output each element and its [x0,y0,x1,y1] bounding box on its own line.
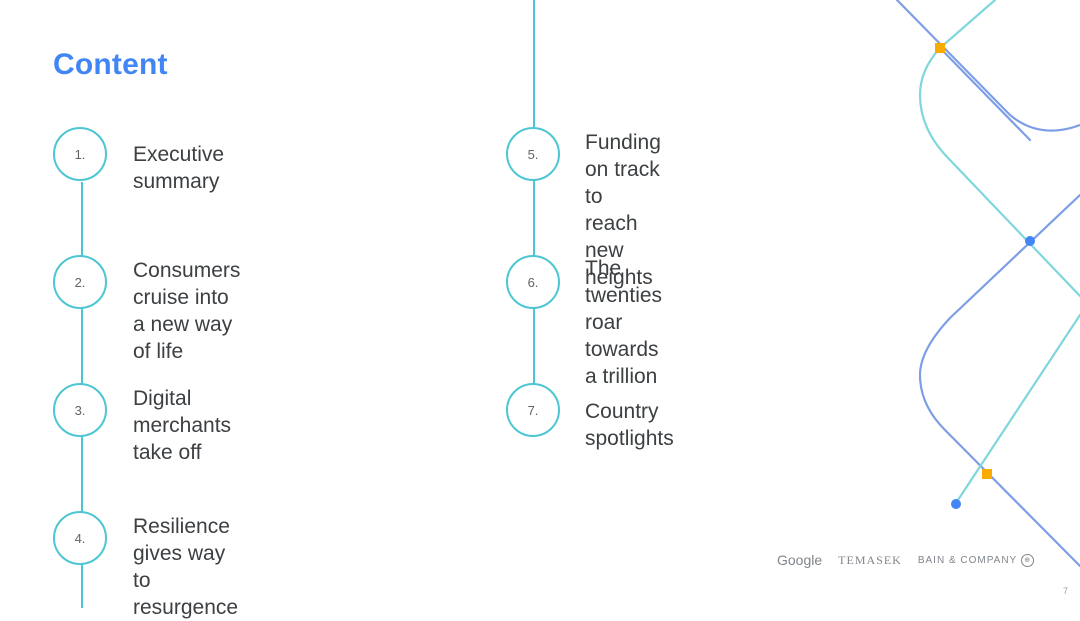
partner-logos: Google TEMASEK BAIN & COMPANY ⊕ [777,550,1035,570]
decorative-network-graphic [895,0,1080,568]
agenda-number-badge: 5. [506,127,560,181]
deco-line-blue-top [895,0,1080,132]
agenda-number-badge: 1. [53,127,107,181]
bain-logo: BAIN & COMPANY ⊕ [917,553,1035,567]
page-number: 7 [1062,586,1068,596]
google-logo: Google [777,552,823,568]
agenda-item-label: Executive summary [133,143,225,193]
agenda-number-badge: 4. [53,511,107,565]
deco-node-orange-top [935,43,945,53]
agenda-number-badge: 7. [506,383,560,437]
agenda-item-label: Digital merchants take off [133,387,232,464]
agenda-item-label: Resilience gives way to resurgence [133,515,239,619]
agenda-number-badge: 3. [53,383,107,437]
agenda-number-badge: 6. [506,255,560,309]
deco-line-teal-bottom [954,313,1080,505]
deco-line-blue-upper-left [938,46,1032,142]
bain-logo-text: BAIN & COMPANY [917,554,1018,566]
deco-node-orange-bottom [982,469,992,479]
page-title: Content [53,48,168,81]
agenda-item-label: Country spotlights [585,400,674,450]
deco-line-blue-mid [918,193,1080,568]
agenda-item-label: Consumers cruise into a new way of life [133,259,241,363]
agenda-number-badge: 2. [53,255,107,309]
temasek-logo: TEMASEK [838,552,902,567]
agenda-item-label: The twenties roar towards a trillion [585,257,663,388]
bain-circle-icon: ⊕ [1021,553,1035,567]
deco-node-blue-bottom [951,499,961,509]
agenda-item-label: Funding on track to reach new heights [585,131,661,289]
timeline-connector-right [533,0,535,384]
deco-node-blue-mid [1025,236,1035,246]
deco-line-teal-top [918,0,1080,298]
